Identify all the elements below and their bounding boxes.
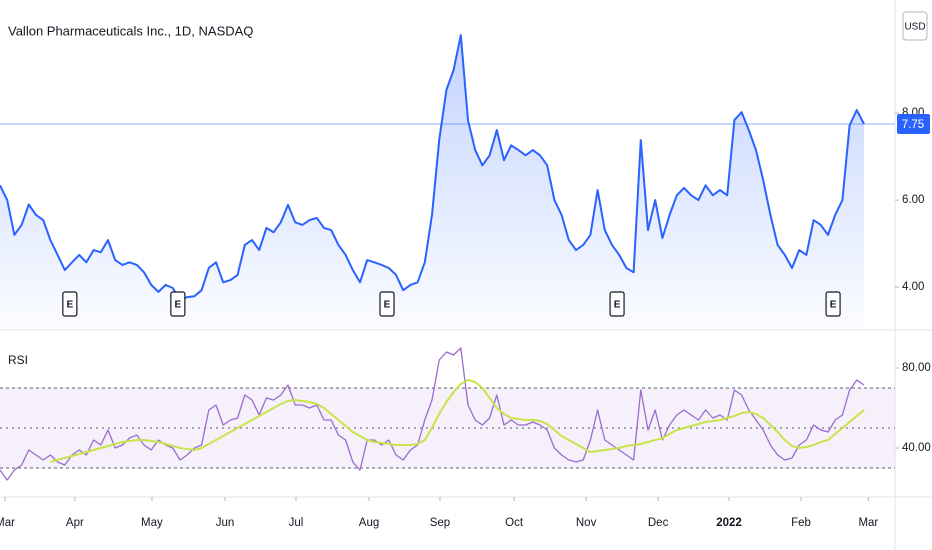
earnings-label: E	[384, 300, 391, 311]
y-tick-label: 80.00	[902, 362, 931, 374]
x-tick-label: Oct	[505, 517, 524, 529]
chart-title: Vallon Pharmaceuticals Inc., 1D, NASDAQ	[8, 23, 253, 38]
earnings-label: E	[830, 300, 837, 311]
x-tick-label: Mar	[0, 517, 15, 529]
x-tick-label: Jul	[289, 517, 304, 529]
x-tick-label: Apr	[66, 517, 84, 529]
x-tick-label: Nov	[576, 517, 597, 529]
currency-label: USD	[904, 22, 925, 33]
y-tick-label: 40.00	[902, 442, 931, 454]
x-tick-label: Jun	[216, 517, 235, 529]
earnings-marker	[609, 291, 625, 317]
earnings-marker	[170, 291, 186, 317]
earnings-label: E	[67, 300, 74, 311]
y-tick-label: 4.00	[902, 281, 924, 293]
x-tick-label: Sep	[430, 517, 450, 529]
earnings-label: E	[614, 300, 621, 311]
rsi-line	[0, 347, 865, 481]
earnings-label: E	[175, 300, 182, 311]
x-tick-label: Dec	[648, 517, 669, 529]
x-tick-label: 2022	[716, 517, 742, 529]
earnings-marker	[825, 291, 841, 317]
x-tick-label: May	[141, 517, 163, 529]
earnings-marker	[62, 291, 78, 317]
last-price-label: 7.75	[902, 119, 924, 131]
x-tick-label: Feb	[791, 517, 811, 529]
x-tick-label: Mar	[858, 517, 878, 529]
price-line	[0, 34, 865, 302]
rsi-title: RSI	[8, 353, 28, 367]
last-price-box	[897, 113, 930, 134]
currency-box	[902, 11, 928, 41]
earnings-marker	[379, 291, 395, 317]
rsi-ma-line	[50, 379, 865, 463]
price-area	[0, 35, 864, 328]
x-tick-label: Aug	[359, 517, 379, 529]
y-tick-label: 6.00	[902, 194, 924, 206]
